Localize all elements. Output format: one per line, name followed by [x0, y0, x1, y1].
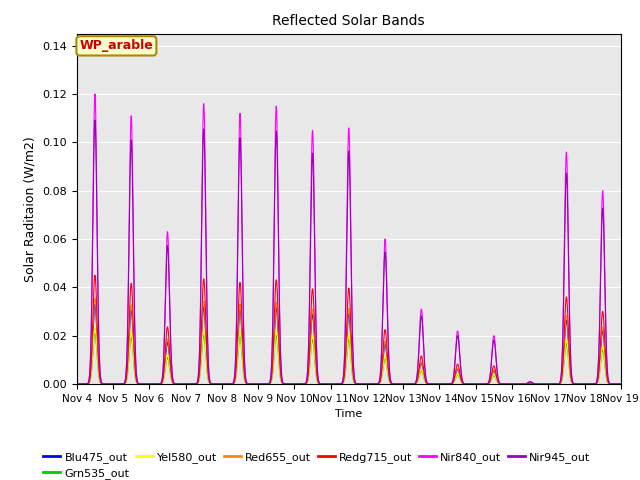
Title: Reflected Solar Bands: Reflected Solar Bands: [273, 14, 425, 28]
Legend: Blu475_out, Grn535_out, Yel580_out, Red655_out, Redg715_out, Nir840_out, Nir945_: Blu475_out, Grn535_out, Yel580_out, Red6…: [39, 447, 595, 480]
X-axis label: Time: Time: [335, 409, 362, 419]
Y-axis label: Solar Raditaion (W/m2): Solar Raditaion (W/m2): [24, 136, 36, 282]
Text: WP_arable: WP_arable: [79, 39, 153, 52]
